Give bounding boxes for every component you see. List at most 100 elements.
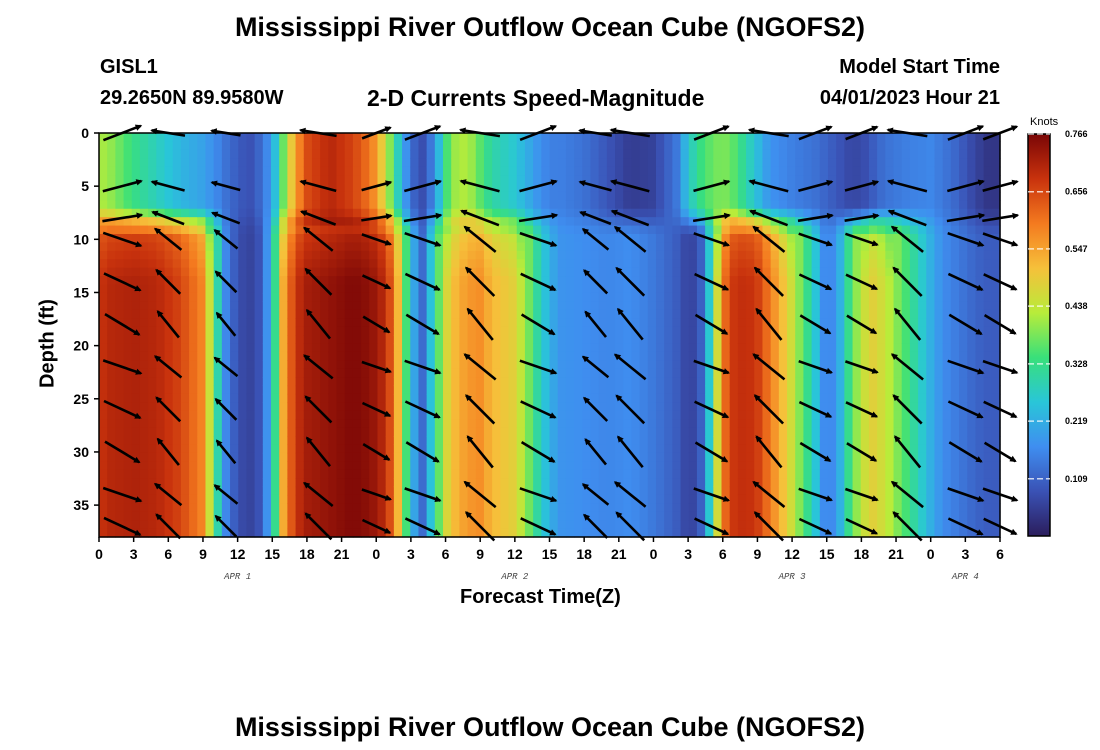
heatmap-cell xyxy=(385,292,395,302)
heatmap-cell xyxy=(598,343,608,353)
heatmap-cell xyxy=(352,175,362,185)
heatmap-cell xyxy=(926,158,936,168)
heatmap-cell xyxy=(615,326,624,336)
heatmap-cell xyxy=(410,461,420,471)
heatmap-cell xyxy=(115,267,125,277)
heatmap-cell xyxy=(664,158,673,168)
heatmap-cell xyxy=(320,377,329,387)
heatmap-cell xyxy=(205,309,215,319)
heatmap-cell xyxy=(844,528,854,538)
heatmap-cell xyxy=(238,494,248,504)
heatmap-cell xyxy=(107,166,116,176)
heatmap-cell xyxy=(279,360,288,370)
heatmap-cell xyxy=(287,452,297,462)
heatmap-cell xyxy=(696,444,706,454)
heatmap-cell xyxy=(131,343,141,353)
heatmap-cell xyxy=(443,149,452,159)
heatmap-cell xyxy=(295,469,305,479)
heatmap-cell xyxy=(590,427,600,437)
heatmap-cell xyxy=(131,267,141,277)
heatmap-cell xyxy=(729,225,739,235)
heatmap-cell xyxy=(492,452,501,462)
heatmap-cell xyxy=(303,368,313,378)
heatmap-cell xyxy=(377,234,387,244)
heatmap-cell xyxy=(344,436,354,446)
heatmap-cell xyxy=(852,217,862,227)
heatmap-cell xyxy=(639,318,649,328)
heatmap-cell xyxy=(377,436,387,446)
heatmap-cell xyxy=(426,461,436,471)
heatmap-cell xyxy=(410,343,420,353)
heatmap-cell xyxy=(180,503,190,513)
heatmap-cell xyxy=(180,217,190,227)
heatmap-cell xyxy=(131,276,141,286)
heatmap-cell xyxy=(148,444,157,454)
heatmap-cell xyxy=(688,166,698,176)
heatmap-cell xyxy=(311,166,321,176)
heatmap-cell xyxy=(279,343,288,353)
heatmap-cell xyxy=(680,368,690,378)
heatmap-cell xyxy=(287,309,297,319)
heatmap-cell xyxy=(737,318,747,328)
heatmap-cell xyxy=(213,520,223,530)
heatmap-cell xyxy=(827,393,837,403)
heatmap-cell xyxy=(746,326,755,336)
heatmap-cell xyxy=(647,200,657,210)
heatmap-cell xyxy=(402,309,411,319)
heatmap-cell xyxy=(533,528,542,538)
heatmap-cell xyxy=(230,158,239,168)
heatmap-cell xyxy=(852,326,862,336)
heatmap-cell xyxy=(541,183,551,193)
heatmap-cell xyxy=(868,133,878,143)
heatmap-cell xyxy=(524,427,534,437)
heatmap-cell xyxy=(483,343,493,353)
heatmap-cell xyxy=(746,259,755,269)
heatmap-cell xyxy=(705,377,714,387)
heatmap-cell xyxy=(754,486,764,496)
heatmap-cell xyxy=(148,461,157,471)
heatmap-cell xyxy=(197,393,207,403)
heatmap-cell xyxy=(369,149,379,159)
heatmap-cell xyxy=(516,385,526,395)
heatmap-cell xyxy=(230,225,239,235)
heatmap-cell xyxy=(377,520,387,530)
heatmap-cell xyxy=(483,208,493,218)
heatmap-cell xyxy=(221,335,231,345)
heatmap-cell xyxy=(246,377,256,387)
heatmap-cell xyxy=(688,250,698,260)
heatmap-cell xyxy=(918,511,927,521)
heatmap-cell xyxy=(713,520,723,530)
heatmap-cell xyxy=(336,208,346,218)
heatmap-cell xyxy=(107,511,116,521)
heatmap-cell xyxy=(385,250,395,260)
heatmap-cell xyxy=(361,141,370,151)
heatmap-cell xyxy=(721,234,731,244)
heatmap-cell xyxy=(819,368,829,378)
heatmap-cell xyxy=(803,377,813,387)
heatmap-cell xyxy=(426,175,436,185)
heatmap-cell xyxy=(500,393,510,403)
heatmap-cell xyxy=(500,326,510,336)
heatmap-cell xyxy=(901,486,911,496)
heatmap-cell xyxy=(885,175,895,185)
heatmap-cell xyxy=(942,242,952,252)
heatmap-cell xyxy=(746,444,755,454)
heatmap-cell xyxy=(230,259,239,269)
heatmap-cell xyxy=(426,225,436,235)
heatmap-cell xyxy=(320,343,329,353)
heatmap-cell xyxy=(467,368,477,378)
heatmap-cell xyxy=(574,141,583,151)
heatmap-cell xyxy=(647,217,657,227)
heatmap-cell xyxy=(475,217,485,227)
heatmap-cell xyxy=(230,452,239,462)
heatmap-cell xyxy=(213,486,223,496)
heatmap-cell xyxy=(926,267,936,277)
heatmap-cell xyxy=(909,250,919,260)
heatmap-cell xyxy=(746,377,755,387)
heatmap-cell xyxy=(238,225,248,235)
heatmap-cell xyxy=(148,511,157,521)
heatmap-cell xyxy=(221,175,231,185)
heatmap-cell xyxy=(557,427,567,437)
heatmap-cell xyxy=(369,410,379,420)
heatmap-cell xyxy=(107,301,116,311)
